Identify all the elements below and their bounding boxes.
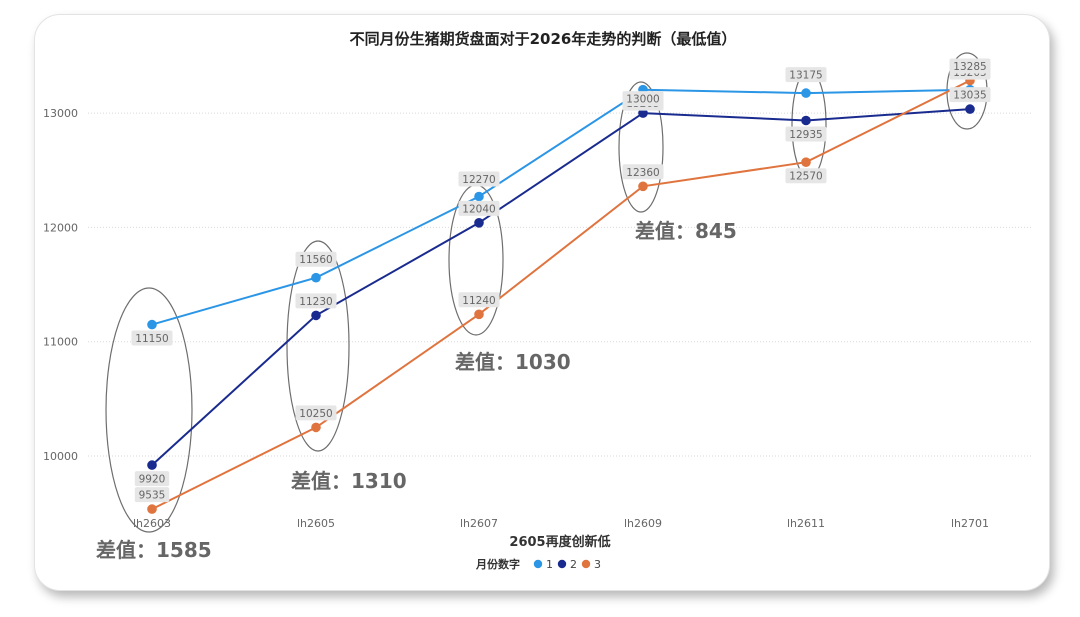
data-point-series-2[interactable]	[638, 108, 648, 118]
data-label-series-3: 11240	[458, 292, 500, 308]
difference-ellipse	[105, 287, 193, 533]
difference-annotation: 差值：845	[635, 219, 737, 243]
data-point-series-3[interactable]	[638, 181, 648, 192]
data-point-series-2[interactable]	[965, 104, 975, 114]
data-label-series-3: 13285	[949, 58, 991, 74]
legend-title: 月份数字	[475, 557, 520, 571]
data-label-series-2: 13000	[622, 91, 664, 107]
svg-text:12040: 12040	[462, 203, 495, 215]
annotations: 差值：1585 差值：1310 差值：1030 差值：845	[96, 219, 737, 562]
series-line-2	[151, 108, 971, 466]
x-tick-label: lh2611	[787, 517, 825, 530]
svg-text:11150: 11150	[135, 333, 168, 345]
svg-text:12270: 12270	[462, 174, 495, 186]
svg-text:13175: 13175	[789, 70, 822, 82]
legend-label: 2	[570, 558, 577, 571]
legend[interactable]: 月份数字 1 2 3	[475, 557, 601, 571]
data-point-series-3[interactable]	[474, 309, 484, 320]
difference-annotation: 差值：1030	[455, 350, 571, 374]
x-axis-title: 2605再度创新低	[509, 534, 610, 550]
data-point-series-1[interactable]	[474, 191, 484, 202]
y-tick-label: 10000	[43, 450, 78, 463]
svg-text:11230: 11230	[299, 296, 332, 308]
data-point-series-1[interactable]	[801, 88, 811, 98]
data-label-series-2: 12040	[458, 200, 500, 216]
data-label-series-1: 11150	[131, 330, 173, 346]
difference-annotation: 差值：1585	[96, 538, 212, 562]
data-label-series-1: 13175	[785, 67, 827, 83]
chart-title: 不同月份生猪期货盘面对于2026年走势的判断（最低值）	[350, 30, 737, 48]
svg-text:9535: 9535	[139, 490, 166, 502]
legend-marker	[581, 559, 591, 569]
data-point-series-1[interactable]	[147, 319, 157, 330]
data-point-series-3[interactable]	[147, 504, 157, 514]
data-label-series-1: 11560	[295, 251, 337, 267]
data-label-series-3: 9535	[134, 487, 170, 503]
y-tick-label: 13000	[43, 107, 78, 120]
svg-text:9920: 9920	[139, 474, 166, 486]
svg-text:12360: 12360	[626, 167, 659, 179]
legend-marker	[533, 559, 543, 569]
data-label-series-2: 12935	[785, 126, 827, 142]
y-tick-label: 11000	[43, 336, 78, 349]
chart-card	[34, 14, 1050, 591]
data-label-series-3: 12570	[785, 168, 827, 184]
y-tick-label: 12000	[43, 221, 78, 234]
x-tick-label: lh2609	[624, 517, 662, 530]
x-tick-label: lh2701	[951, 517, 989, 530]
data-point-series-1[interactable]	[311, 272, 321, 283]
series-lines	[151, 79, 971, 510]
difference-ellipse	[286, 240, 350, 452]
y-axis-ticks: 10000 11000 12000 13000	[43, 107, 78, 463]
legend-item-3[interactable]: 3	[581, 558, 601, 571]
x-tick-label: lh2605	[297, 517, 335, 530]
x-tick-label: lh2607	[460, 517, 498, 530]
data-point-series-3[interactable]	[801, 157, 811, 167]
data-label-series-1: 12270	[458, 171, 500, 187]
svg-text:11240: 11240	[462, 295, 495, 307]
difference-annotation: 差值：1310	[291, 469, 407, 493]
data-labels: 1115011560122701320513175132059920112301…	[131, 58, 991, 503]
legend-item-1[interactable]: 1	[533, 558, 553, 571]
data-point-series-3[interactable]	[311, 422, 321, 433]
x-axis-ticks: lh2603 lh2605 lh2607 lh2609 lh2611 lh2701	[133, 517, 989, 530]
legend-label: 3	[594, 558, 601, 571]
svg-text:13035: 13035	[953, 90, 986, 102]
legend-item-2[interactable]: 2	[557, 558, 577, 571]
series-points	[147, 75, 975, 514]
legend-label: 1	[546, 558, 553, 571]
legend-marker	[557, 559, 567, 569]
svg-text:12570: 12570	[789, 171, 822, 183]
grid-lines	[88, 112, 1032, 457]
data-label-series-2: 13035	[949, 87, 991, 103]
difference-ellipse	[618, 81, 664, 213]
data-point-series-2[interactable]	[801, 115, 811, 126]
svg-text:10250: 10250	[299, 408, 332, 420]
data-label-series-3: 10250	[295, 405, 337, 421]
series-line-3	[151, 79, 971, 510]
series-line-1	[151, 88, 971, 326]
data-label-series-2: 11230	[295, 293, 337, 309]
difference-ellipses	[105, 52, 988, 533]
svg-text:13000: 13000	[626, 94, 659, 106]
data-label-series-3: 12360	[622, 164, 664, 180]
svg-text:11560: 11560	[299, 254, 332, 266]
data-point-series-2[interactable]	[311, 310, 321, 321]
data-label-series-2: 9920	[134, 471, 170, 487]
data-point-series-2[interactable]	[474, 218, 484, 228]
data-point-series-2[interactable]	[147, 460, 157, 470]
svg-text:12935: 12935	[789, 129, 822, 141]
svg-text:13285: 13285	[953, 61, 986, 73]
